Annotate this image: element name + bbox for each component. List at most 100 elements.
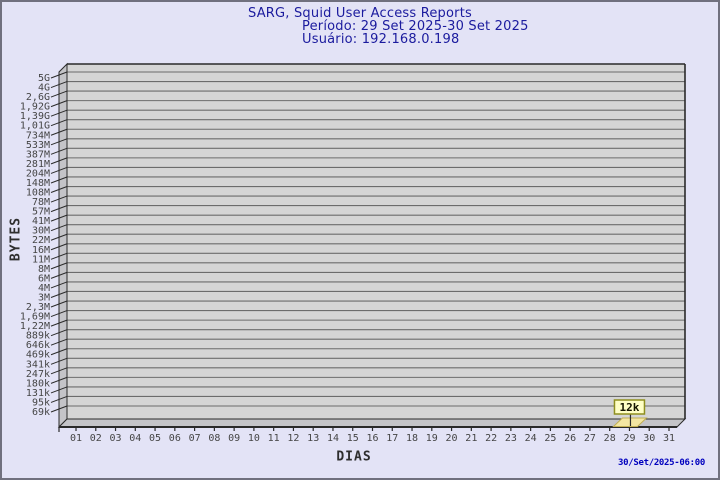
y-tick-label: 148M: [26, 178, 50, 189]
y-axis-tick: [50, 81, 68, 89]
plot-area: [67, 64, 685, 419]
y-axis-tick: [50, 386, 68, 394]
x-tick-label: 04: [129, 433, 141, 444]
x-tick-label: 24: [525, 433, 537, 444]
x-tick-label: 18: [406, 433, 418, 444]
y-tick-label: 1,69M: [20, 312, 50, 323]
x-tick-label: 21: [465, 433, 477, 444]
y-tick-label: 78M: [32, 197, 50, 208]
x-tick-label: 23: [505, 433, 517, 444]
x-tick-label: 25: [544, 433, 556, 444]
y-tick-label: 16M: [32, 245, 50, 256]
y-tick-label: 387M: [26, 149, 50, 160]
x-axis-title: DIAS: [336, 449, 372, 465]
y-tick-label: 22M: [32, 235, 50, 246]
x-tick-label: 29: [623, 433, 635, 444]
y-axis-tick: [50, 405, 68, 413]
y-tick-label: 889k: [26, 331, 50, 342]
y-axis-tick: [50, 357, 68, 365]
x-tick-label: 22: [485, 433, 497, 444]
x-tick-label: 01: [70, 433, 82, 444]
y-tick-label: 3M: [38, 292, 50, 303]
x-tick-label: 20: [446, 433, 458, 444]
y-tick-label: 533M: [26, 140, 50, 151]
y-tick-label: 341k: [26, 359, 50, 370]
x-tick-label: 09: [228, 433, 240, 444]
chart-title: SARG, Squid User Access Reports: [248, 6, 472, 21]
y-axis-tick: [50, 90, 68, 98]
y-axis-tick: [50, 319, 68, 327]
y-axis-tick: [50, 329, 68, 337]
chart-subtitle-period: Período: 29 Set 2025-30 Set 2025: [302, 19, 529, 34]
y-axis-tick: [50, 157, 68, 165]
y-tick-label: 180k: [26, 378, 50, 389]
x-tick-label: 02: [90, 433, 102, 444]
y-axis-tick: [50, 271, 68, 279]
y-axis-tick: [50, 348, 68, 356]
y-tick-label: 41M: [32, 216, 50, 227]
y-axis-tick: [50, 262, 68, 270]
x-tick-label: 26: [564, 433, 576, 444]
y-tick-label: 204M: [26, 168, 50, 179]
annotation-box: [613, 399, 646, 415]
y-axis-tick: [50, 300, 68, 308]
y-axis-tick: [50, 252, 68, 260]
y-tick-label: 646k: [26, 340, 50, 351]
y-tick-label: 95k: [32, 397, 50, 408]
y-axis-tick: [50, 176, 68, 184]
y-axis-tick: [50, 243, 68, 251]
x-tick-label: 08: [208, 433, 220, 444]
y-tick-label: 1,39G: [20, 111, 50, 122]
y-tick-label: 734M: [26, 130, 50, 141]
x-tick-label: 31: [663, 433, 675, 444]
y-tick-label: 2,6G: [26, 92, 50, 103]
x-tick-label: 19: [426, 433, 438, 444]
y-tick-label: 1,22M: [20, 321, 50, 332]
y-tick-label: 69k: [32, 407, 50, 418]
y-axis-tick: [50, 119, 68, 127]
x-tick-label: 03: [110, 433, 122, 444]
y-axis-tick: [50, 147, 68, 155]
y-tick-label: 5G: [38, 73, 50, 84]
y-axis-tick: [50, 166, 68, 174]
y-axis-tick: [50, 214, 68, 222]
y-axis-tick: [50, 395, 68, 403]
y-tick-label: 469k: [26, 350, 50, 361]
y-tick-label: 131k: [26, 388, 50, 399]
y-axis-tick: [50, 138, 68, 146]
y-axis-tick: [50, 195, 68, 203]
x-tick-label: 07: [189, 433, 201, 444]
y-axis-tick: [50, 376, 68, 384]
y-axis-tick: [50, 128, 68, 136]
x-tick-label: 10: [248, 433, 260, 444]
chart-floor: [57, 418, 687, 428]
y-axis-tick: [50, 291, 68, 298]
y-tick-label: 281M: [26, 159, 50, 170]
x-tick-label: 11: [268, 433, 280, 444]
y-tick-label: 1,01G: [20, 121, 50, 132]
y-tick-label: 6M: [38, 273, 50, 284]
y-axis-tick: [50, 205, 68, 213]
y-axis-tick: [50, 310, 68, 318]
y-tick-label: 1,92G: [20, 102, 50, 113]
y-axis-title: BYTES: [8, 216, 24, 262]
x-tick-label: 28: [604, 433, 616, 444]
x-tick-label: 17: [386, 433, 398, 444]
y-tick-label: 8M: [38, 264, 50, 275]
y-axis-tick: [50, 71, 68, 79]
y-axis-tick: [50, 367, 68, 375]
y-tick-label: 57M: [32, 207, 50, 218]
x-tick-label: 16: [366, 433, 378, 444]
x-tick-label: 06: [169, 433, 181, 444]
x-tick-label: 27: [584, 433, 596, 444]
x-tick-label: 05: [149, 433, 161, 444]
annotation-label: 12k: [620, 401, 640, 414]
x-tick-label: 13: [307, 433, 319, 444]
x-tick-label: 12: [287, 433, 299, 444]
y-axis-tick: [50, 224, 68, 232]
y-tick-label: 11M: [32, 254, 50, 265]
y-axis-tick: [50, 100, 68, 108]
y-tick-label: 247k: [26, 369, 50, 380]
